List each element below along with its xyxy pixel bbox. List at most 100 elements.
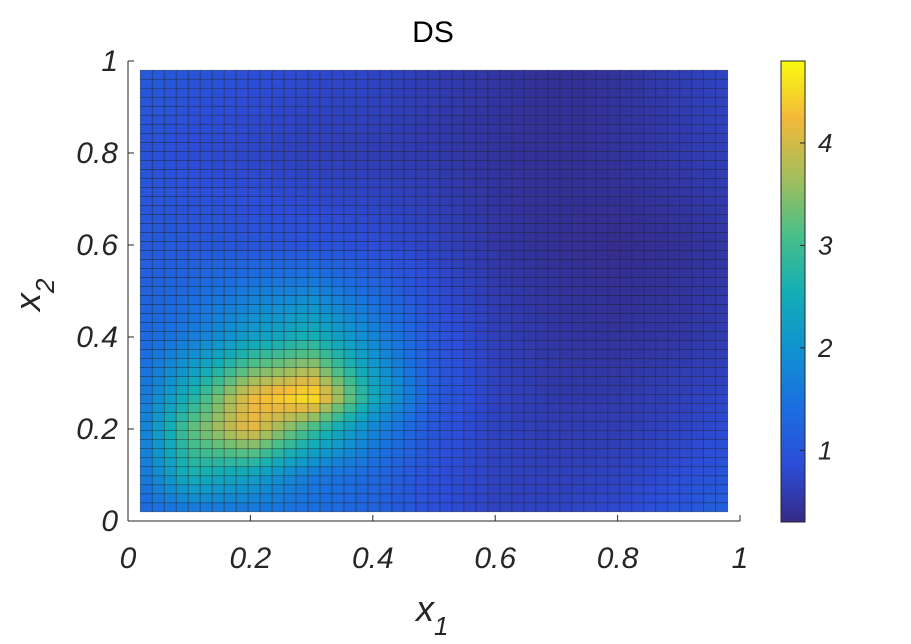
heatmap-cell xyxy=(463,214,477,224)
heatmap-cell xyxy=(535,340,549,350)
heatmap-cell xyxy=(247,87,261,98)
heatmap-cell xyxy=(163,484,177,495)
heatmap-cell xyxy=(583,367,597,377)
heatmap-cell xyxy=(175,69,189,80)
heatmap-cell xyxy=(379,69,393,80)
heatmap-cell xyxy=(367,502,381,513)
heatmap-cell xyxy=(175,142,189,152)
heatmap-cell xyxy=(307,241,321,251)
heatmap-cell xyxy=(151,87,165,98)
heatmap-cell xyxy=(439,105,453,116)
heatmap-cell xyxy=(259,96,273,107)
heatmap-cell xyxy=(643,502,657,513)
heatmap-cell xyxy=(223,132,237,143)
heatmap-cell xyxy=(559,196,573,206)
heatmap-cell xyxy=(475,439,489,450)
heatmap-cell xyxy=(247,250,261,260)
heatmap-cell xyxy=(307,178,321,188)
heatmap-cell xyxy=(703,448,717,459)
heatmap-cell xyxy=(583,187,597,197)
heatmap-cell xyxy=(259,250,273,260)
heatmap-cell xyxy=(151,277,165,287)
colorbar-tick-label: 1 xyxy=(818,435,832,465)
heatmap-cell xyxy=(343,304,357,314)
heatmap-cell xyxy=(547,114,561,125)
heatmap-cell xyxy=(643,196,657,206)
heatmap-cell xyxy=(559,430,573,441)
heatmap-cell xyxy=(331,96,345,107)
heatmap-cell xyxy=(199,250,213,260)
heatmap-cell xyxy=(427,421,441,431)
heatmap-cell xyxy=(367,114,381,125)
heatmap-cell xyxy=(475,96,489,107)
heatmap-cell xyxy=(367,142,381,152)
heatmap-cell xyxy=(175,268,189,278)
heatmap-cell xyxy=(403,412,417,422)
heatmap-cell xyxy=(307,132,321,143)
heatmap-cell xyxy=(595,430,609,441)
heatmap-cell xyxy=(151,313,165,323)
heatmap-cell xyxy=(535,358,549,368)
heatmap-cell xyxy=(667,105,681,116)
heatmap-cell xyxy=(235,105,249,116)
heatmap-cell xyxy=(283,87,297,98)
heatmap-cell xyxy=(307,412,321,422)
heatmap-cell xyxy=(367,78,381,89)
heatmap-cell xyxy=(571,96,585,107)
heatmap-cell xyxy=(619,142,633,152)
heatmap-cell xyxy=(439,394,453,404)
heatmap-cell xyxy=(163,394,177,404)
heatmap-cell xyxy=(271,484,285,495)
heatmap-cell xyxy=(283,313,297,323)
heatmap-cell xyxy=(691,295,705,305)
heatmap-cell xyxy=(595,412,609,422)
heatmap-cell xyxy=(667,78,681,89)
heatmap-cell xyxy=(295,69,309,80)
heatmap-cell xyxy=(499,214,513,224)
heatmap-cell xyxy=(187,412,201,422)
heatmap-cell xyxy=(367,268,381,278)
heatmap-cell xyxy=(511,313,525,323)
heatmap-cell xyxy=(391,484,405,495)
heatmap-cell xyxy=(391,376,405,386)
heatmap-cell xyxy=(283,69,297,80)
heatmap-cell xyxy=(163,214,177,224)
heatmap-cell xyxy=(571,69,585,80)
y-axis-label-base: x xyxy=(7,291,48,313)
heatmap-cell xyxy=(523,448,537,459)
heatmap-cell xyxy=(619,286,633,296)
heatmap-cell xyxy=(463,313,477,323)
heatmap-cell xyxy=(163,439,177,450)
heatmap-cell xyxy=(331,214,345,224)
heatmap-cell xyxy=(535,160,549,170)
heatmap-cell xyxy=(451,376,465,386)
heatmap-cell xyxy=(223,313,237,323)
heatmap-cell xyxy=(619,385,633,395)
heatmap-cell xyxy=(331,349,345,359)
heatmap-cell xyxy=(439,484,453,495)
heatmap-cell xyxy=(679,457,693,468)
heatmap-cell xyxy=(343,448,357,459)
heatmap-cell xyxy=(511,250,525,260)
heatmap-cell xyxy=(523,187,537,197)
heatmap-cell xyxy=(247,331,261,341)
heatmap-cell xyxy=(691,358,705,368)
heatmap-cell xyxy=(583,241,597,251)
heatmap-cell xyxy=(463,376,477,386)
heatmap-cell xyxy=(247,313,261,323)
heatmap-cell xyxy=(511,331,525,341)
heatmap-cell xyxy=(535,475,549,486)
heatmap-cell xyxy=(535,123,549,134)
heatmap-cell xyxy=(283,250,297,260)
heatmap-cell xyxy=(331,430,345,441)
heatmap-cell xyxy=(571,277,585,287)
heatmap-cell xyxy=(307,430,321,441)
heatmap-cell xyxy=(703,502,717,513)
heatmap-cell xyxy=(307,286,321,296)
heatmap-cell xyxy=(679,178,693,188)
heatmap-cell xyxy=(187,457,201,468)
heatmap-cell xyxy=(547,502,561,513)
heatmap-cell xyxy=(427,232,441,242)
heatmap-cell xyxy=(499,223,513,233)
heatmap-cell xyxy=(703,295,717,305)
